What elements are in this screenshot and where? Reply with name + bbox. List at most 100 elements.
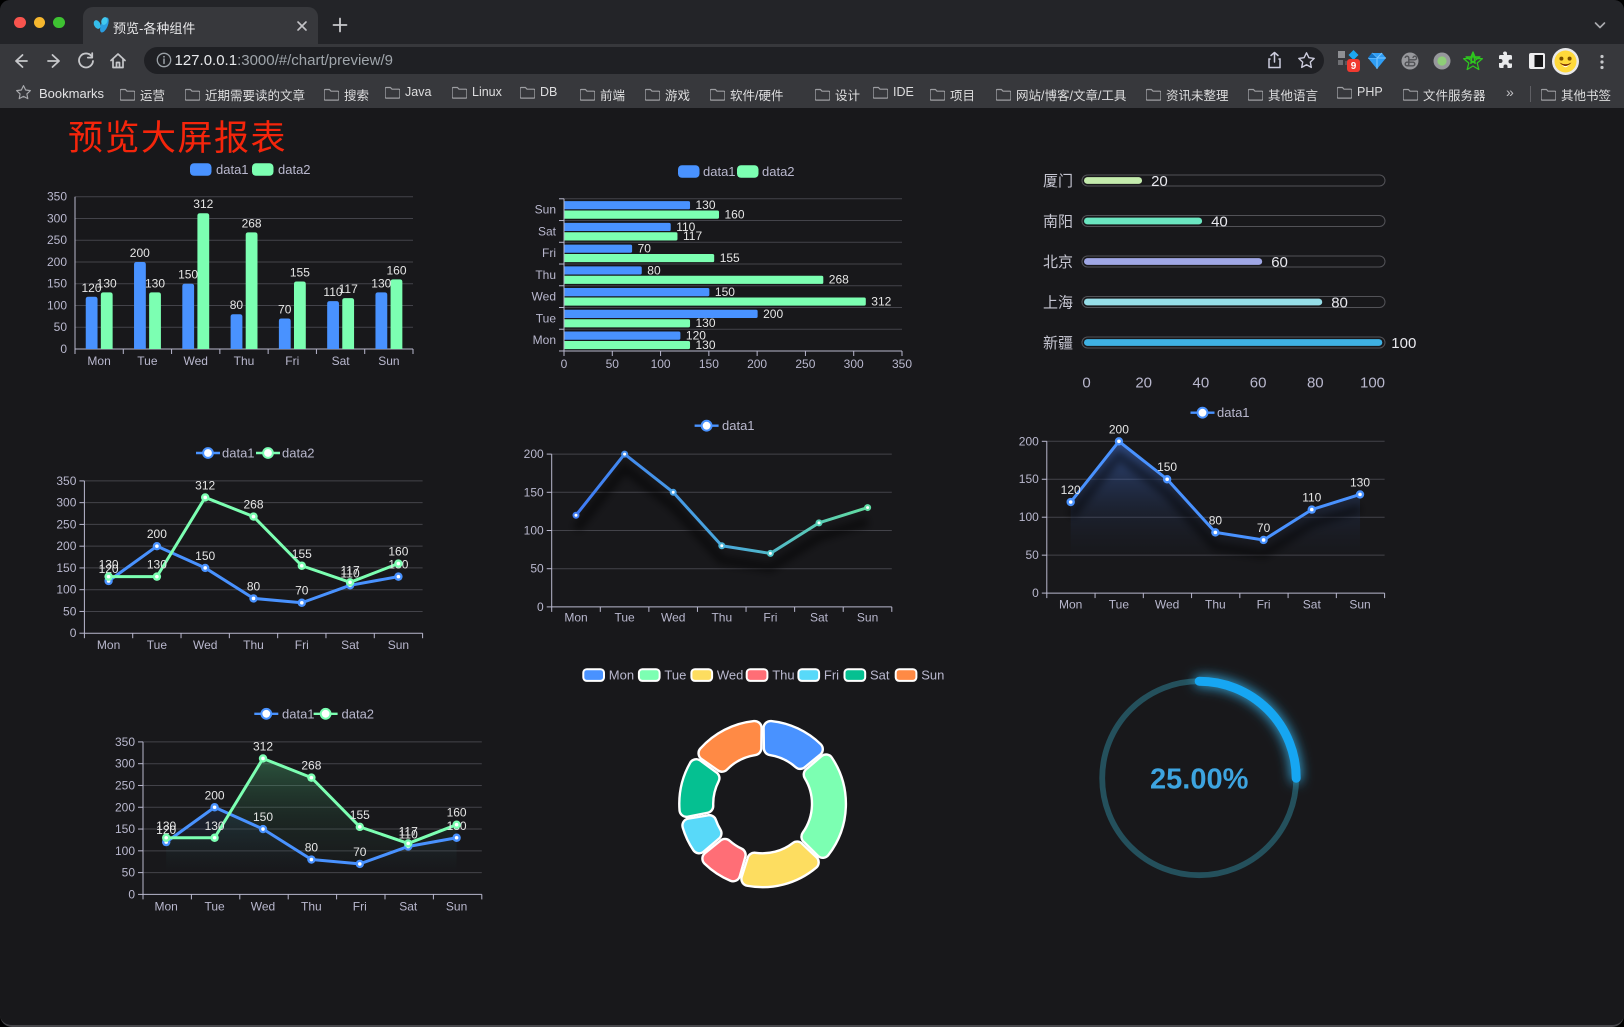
svg-text:350: 350: [892, 357, 912, 371]
svg-text:150: 150: [699, 357, 719, 371]
svg-text:0: 0: [70, 626, 77, 640]
svg-text:Wed: Wed: [251, 900, 275, 914]
svg-text:350: 350: [115, 735, 135, 749]
svg-text:Thu: Thu: [535, 268, 556, 282]
svg-text:0: 0: [1032, 586, 1039, 600]
svg-text:Tue: Tue: [1109, 598, 1130, 612]
svg-text:100: 100: [1019, 510, 1039, 524]
svg-text:Sun: Sun: [921, 668, 944, 683]
svg-text:150: 150: [253, 810, 273, 824]
svg-text:130: 130: [696, 338, 716, 352]
svg-text:Sun: Sun: [857, 611, 878, 625]
svg-text:Fri: Fri: [1257, 598, 1271, 612]
svg-text:110: 110: [323, 285, 342, 299]
svg-text:130: 130: [1350, 475, 1370, 489]
svg-text:20: 20: [1151, 173, 1168, 190]
svg-text:250: 250: [56, 517, 76, 531]
svg-text:Sat: Sat: [810, 611, 829, 625]
svg-text:Sun: Sun: [1349, 598, 1370, 612]
svg-text:9: 9: [1351, 61, 1357, 72]
svg-text:Sun: Sun: [535, 203, 556, 217]
svg-text:150: 150: [195, 549, 215, 563]
svg-text:160: 160: [388, 545, 408, 559]
svg-text:300: 300: [115, 757, 135, 771]
svg-text:150: 150: [115, 822, 135, 836]
svg-text:0: 0: [561, 357, 568, 371]
svg-text:268: 268: [301, 759, 321, 773]
svg-text:130: 130: [147, 558, 167, 572]
svg-text:50: 50: [54, 320, 68, 334]
svg-text:Tue: Tue: [614, 611, 635, 625]
svg-text:300: 300: [844, 357, 864, 371]
svg-text:100: 100: [115, 844, 135, 858]
svg-text:Sat: Sat: [332, 354, 351, 368]
svg-text:110: 110: [399, 828, 418, 842]
svg-text:Mon: Mon: [533, 333, 556, 347]
svg-text:data1: data1: [1217, 405, 1250, 420]
svg-text:150: 150: [1019, 472, 1039, 486]
svg-text:Sat: Sat: [399, 900, 418, 914]
svg-text:Sat: Sat: [538, 224, 557, 238]
svg-text:Tue: Tue: [204, 900, 225, 914]
svg-text:350: 350: [47, 190, 67, 204]
svg-text:130: 130: [696, 316, 716, 330]
svg-text:Wed: Wed: [532, 290, 556, 304]
svg-text:Mon: Mon: [87, 354, 110, 368]
svg-text:155: 155: [350, 808, 370, 822]
svg-text:70: 70: [638, 242, 652, 256]
svg-text:117: 117: [341, 563, 360, 577]
svg-text:268: 268: [242, 216, 262, 230]
svg-text:160: 160: [725, 208, 745, 222]
svg-text:80: 80: [1331, 295, 1348, 312]
svg-text:data1: data1: [703, 164, 736, 179]
svg-text:50: 50: [530, 562, 544, 576]
svg-text:100: 100: [524, 524, 544, 538]
svg-text:data1: data1: [722, 418, 755, 433]
svg-text:200: 200: [763, 307, 783, 321]
svg-text:155: 155: [720, 251, 740, 265]
svg-text:117: 117: [399, 824, 418, 838]
svg-text:Wed: Wed: [1155, 598, 1179, 612]
svg-text:200: 200: [130, 246, 150, 260]
svg-text:250: 250: [115, 779, 135, 793]
svg-text:Wed: Wed: [193, 638, 217, 652]
svg-text:120: 120: [156, 823, 176, 837]
svg-text:data1: data1: [222, 446, 255, 461]
svg-text:200: 200: [1109, 422, 1129, 436]
svg-text:110: 110: [676, 220, 695, 234]
svg-text:100: 100: [651, 357, 671, 371]
svg-text:200: 200: [205, 788, 225, 802]
svg-text:200: 200: [147, 527, 167, 541]
svg-text:Mon: Mon: [609, 668, 634, 683]
svg-text:250: 250: [47, 233, 67, 247]
svg-text:110: 110: [341, 566, 360, 580]
svg-text:117: 117: [339, 282, 358, 296]
svg-text:Thu: Thu: [234, 354, 255, 368]
svg-text:Tue: Tue: [664, 668, 686, 683]
svg-text:268: 268: [829, 273, 849, 287]
svg-text:厦门: 厦门: [1043, 173, 1073, 190]
svg-text:Thu: Thu: [772, 668, 794, 683]
svg-text:130: 130: [696, 198, 716, 212]
svg-text:150: 150: [1157, 460, 1177, 474]
svg-text:新疆: 新疆: [1043, 335, 1073, 352]
svg-text:0: 0: [537, 600, 544, 614]
svg-text:80: 80: [1209, 513, 1223, 527]
svg-text:Mon: Mon: [97, 638, 120, 652]
svg-text:70: 70: [278, 303, 292, 317]
svg-text:40: 40: [1193, 375, 1210, 392]
svg-text:40: 40: [1211, 214, 1228, 231]
svg-text:150: 150: [56, 561, 76, 575]
svg-text:200: 200: [115, 800, 135, 814]
svg-text:200: 200: [1019, 434, 1039, 448]
svg-text:Fri: Fri: [353, 900, 367, 914]
svg-text:120: 120: [1061, 483, 1081, 497]
svg-text:Thu: Thu: [243, 638, 264, 652]
svg-text:50: 50: [606, 357, 620, 371]
svg-text:120: 120: [686, 329, 706, 343]
svg-text:Fri: Fri: [285, 354, 299, 368]
svg-text:312: 312: [195, 478, 215, 492]
svg-text:100: 100: [1360, 375, 1385, 392]
svg-text:268: 268: [243, 498, 263, 512]
svg-text:300: 300: [47, 212, 67, 226]
